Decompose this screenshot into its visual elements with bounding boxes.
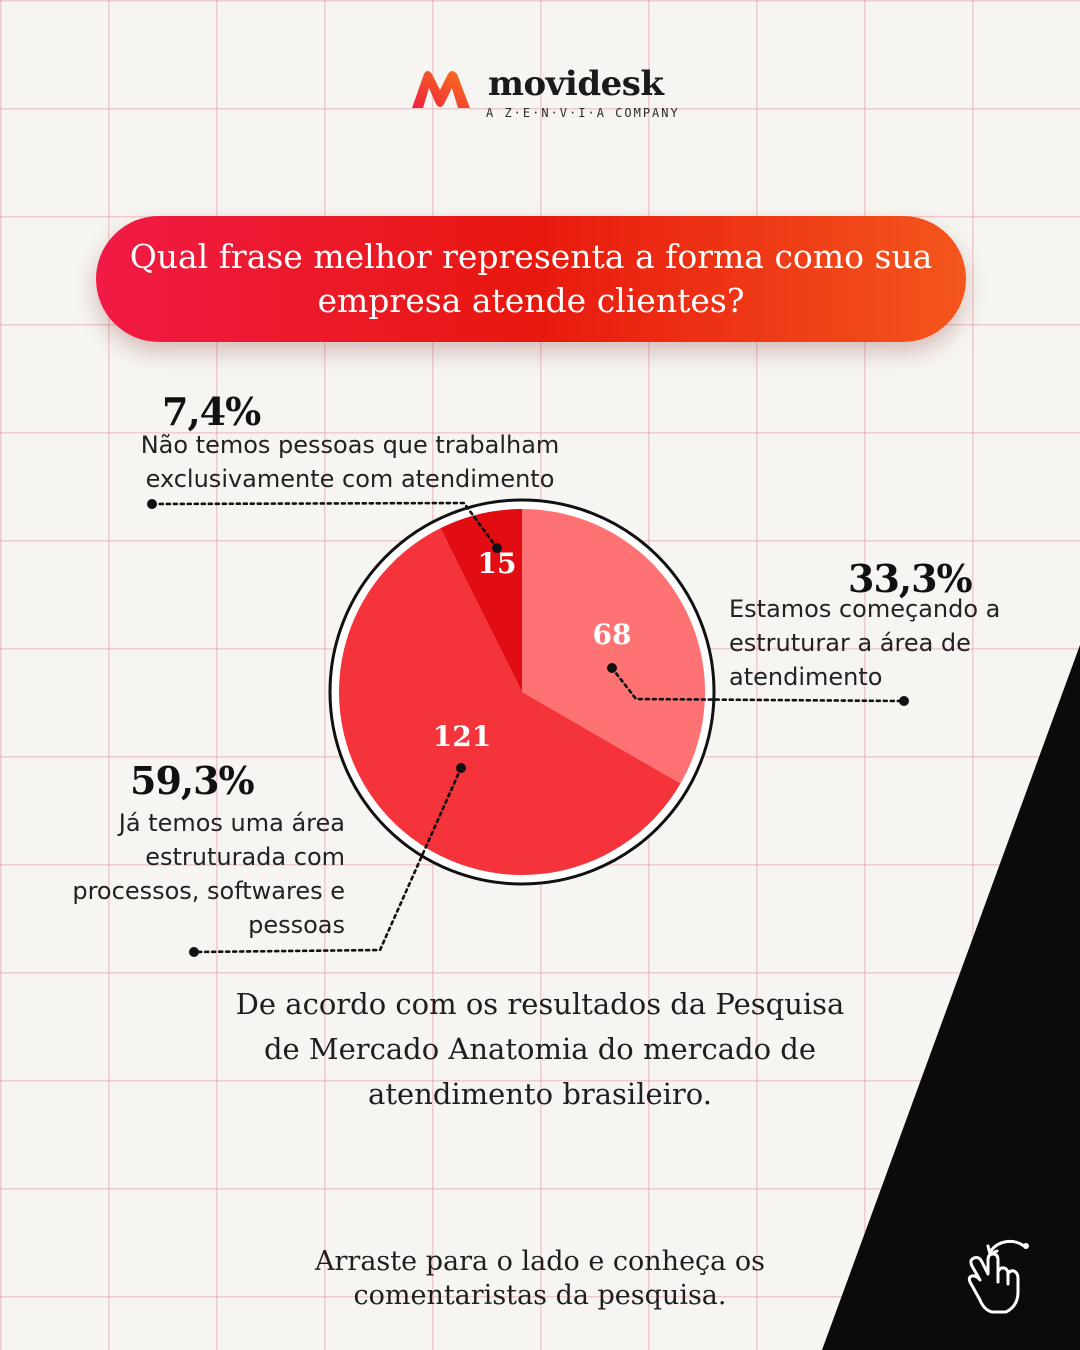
slice-percent-33: 33,3% — [848, 556, 973, 601]
slice-value-label-1: 121 — [433, 720, 491, 753]
leader-line-1 — [192, 766, 463, 954]
slice-percent-7: 7,4% — [162, 389, 261, 434]
movidesk-m-icon — [412, 71, 470, 108]
brand-tagline: A Z·E·N·V·I·A COMPANY — [486, 106, 680, 120]
leader-dot-5 — [147, 499, 157, 509]
swipe-hand-icon[interactable] — [958, 1236, 1034, 1316]
slice-value-label-0: 68 — [593, 618, 632, 651]
pie-slice-0 — [522, 509, 705, 784]
leader-dot-2 — [456, 763, 466, 773]
swipe-cta-text: Arraste para o lado e conheça os comenta… — [315, 1246, 765, 1311]
slice-label-59: Já temos uma área estruturada com proces… — [72, 809, 345, 939]
slice-value-label-2: 15 — [478, 547, 517, 580]
leader-dot-4 — [492, 543, 502, 553]
leader-dot-0 — [607, 663, 617, 673]
leader-line-2 — [150, 501, 499, 550]
slice-label-33: Estamos começando a estruturar a área de… — [729, 595, 1001, 691]
leader-dot-1 — [899, 696, 909, 706]
survey-source-note: De acordo com os resultados da Pesquisa … — [235, 987, 845, 1111]
slice-label-7: Não temos pessoas que trabalham exclusiv… — [140, 431, 560, 493]
pie-slice-2 — [440, 509, 522, 692]
movidesk-logo: movidesk A Z·E·N·V·I·A COMPANY — [408, 64, 678, 124]
question-text: Qual frase melhor representa a forma com… — [129, 237, 933, 320]
pie-slice-1 — [338, 528, 681, 875]
leader-dot-3 — [189, 947, 199, 957]
slice-percent-59: 59,3% — [130, 758, 255, 803]
leader-line-0 — [610, 666, 906, 703]
question-banner: Qual frase melhor representa a forma com… — [96, 216, 966, 342]
brand-name: movidesk — [488, 64, 664, 104]
